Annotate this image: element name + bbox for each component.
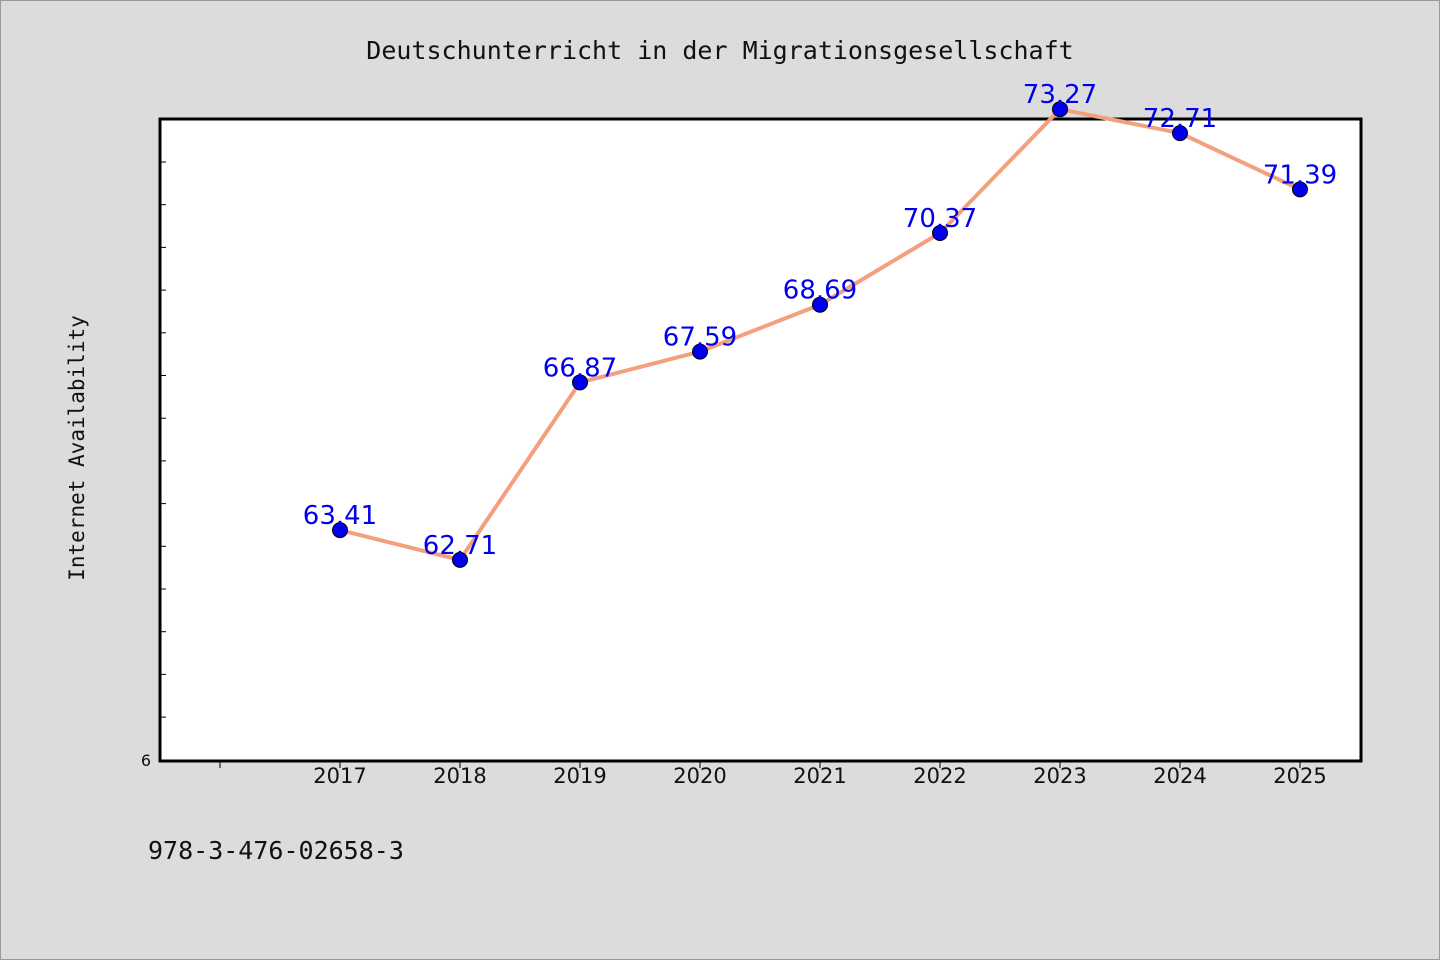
data-point (1172, 125, 1188, 142)
data-point (1292, 181, 1308, 198)
data-label: 66.87 (543, 353, 617, 383)
y-axis-label: Internet Availability (65, 315, 89, 581)
data-point (1052, 101, 1068, 118)
data-point (452, 551, 468, 568)
data-point (332, 522, 348, 539)
data-labels: 63.41 62.71 66.87 67.59 68.69 70.37 73.27 72.71… (303, 80, 1337, 561)
x-tick-label: 2024 (1153, 764, 1206, 788)
data-point (692, 343, 708, 360)
x-tick-label: 2019 (553, 764, 606, 788)
x-tick-label: 2022 (913, 764, 966, 788)
plot-area (158, 117, 1363, 763)
y-tick-label: 6 (141, 751, 151, 770)
data-point (572, 374, 588, 391)
x-tick-label: 2025 (1273, 764, 1326, 788)
data-label: 71.39 (1263, 160, 1337, 190)
data-label: 72.71 (1143, 104, 1217, 134)
data-label: 68.69 (783, 276, 857, 306)
chart-title: Deutschunterricht in der Migrationsgesel… (366, 36, 1074, 65)
x-tick-label: 2023 (1033, 764, 1086, 788)
x-axis-ticks (219, 761, 1301, 768)
x-tick-label: 2020 (673, 764, 726, 788)
x-tick-label: 2018 (433, 764, 486, 788)
series-markers (332, 101, 1308, 568)
data-point (932, 225, 948, 241)
data-label: 62.71 (423, 531, 497, 561)
x-tick-label: 2017 (313, 764, 366, 788)
x-tick-labels: 2017 2018 2019 2020 2021 2022 2023 2024 2025 (313, 764, 1326, 788)
data-point (812, 296, 828, 313)
data-label: 73.27 (1023, 80, 1097, 110)
data-label: 63.41 (303, 501, 377, 531)
data-label: 67.59 (663, 323, 737, 353)
y-axis-ticks (160, 161, 166, 718)
isbn-text: 978-3-476-02658-3 (148, 836, 404, 865)
data-label: 70.37 (903, 204, 977, 234)
x-tick-label: 2021 (793, 764, 846, 788)
